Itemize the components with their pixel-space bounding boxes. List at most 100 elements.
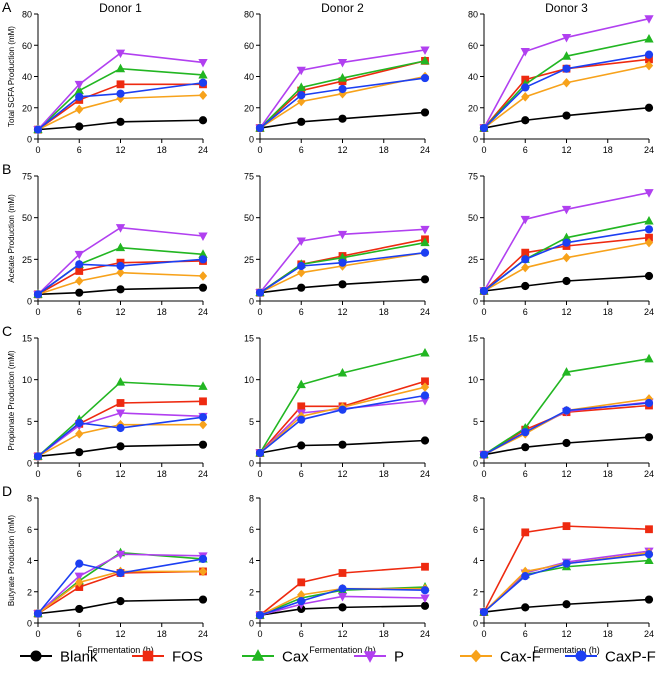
data-point	[562, 252, 571, 263]
series-caxp-f	[255, 391, 430, 458]
series-line	[37, 286, 204, 296]
x-tick-label: 12	[561, 145, 571, 155]
y-tick-label: 6	[249, 525, 254, 535]
series-caxp-f	[479, 225, 654, 296]
data-point	[479, 607, 489, 617]
data-point	[561, 205, 572, 215]
series-caxp-f	[33, 255, 208, 299]
series-caxp-f	[255, 73, 430, 133]
series-line	[483, 64, 650, 129]
data-point	[338, 84, 347, 94]
y-tick-label: 15	[468, 334, 478, 344]
data-point	[420, 225, 430, 235]
x-tick-label: 24	[644, 469, 654, 479]
y-axis-label: Total SCFA Production (mM)	[7, 26, 16, 127]
y-tick-label: 6	[27, 525, 32, 535]
series-line	[483, 241, 650, 292]
panel-C-2: 0 5 10 15 0 6 12 18 24	[244, 334, 430, 480]
series-line	[37, 558, 204, 615]
series-caxp-f	[479, 550, 654, 617]
data-point	[521, 443, 530, 452]
legend-marker	[251, 649, 265, 661]
data-point	[296, 82, 306, 91]
data-point	[198, 58, 208, 68]
series-line	[259, 399, 426, 454]
x-tick-label: 18	[603, 469, 613, 479]
legend-item-fos: FOS	[132, 649, 203, 666]
data-point	[521, 83, 530, 92]
series-line	[259, 439, 426, 454]
series-cax	[33, 63, 208, 134]
data-point	[116, 442, 125, 451]
data-point	[198, 116, 208, 125]
data-point	[75, 104, 84, 115]
data-point	[198, 271, 208, 281]
x-tick-label: 24	[420, 145, 430, 155]
y-tick-label: 25	[244, 255, 254, 265]
x-tick-label: 12	[115, 469, 125, 479]
data-point	[645, 525, 653, 534]
y-tick-label: 15	[22, 334, 32, 344]
data-point	[75, 288, 84, 297]
series-p	[255, 225, 430, 298]
series-line	[37, 412, 204, 457]
x-tick-label: 6	[77, 307, 82, 317]
data-point	[420, 436, 430, 445]
series-line	[37, 94, 204, 131]
data-point	[297, 267, 306, 278]
data-point	[255, 288, 265, 297]
data-point	[296, 379, 306, 389]
donor-title-3: Donor 3	[545, 1, 588, 15]
x-tick-label: 12	[115, 145, 125, 155]
series-line	[37, 553, 204, 615]
data-point	[521, 255, 530, 264]
y-tick-label: 80	[468, 10, 478, 20]
x-tick-label: 18	[157, 145, 167, 155]
panel-B-1: 0 25 50 75 0 6 12 18 24 Acetate Production (mM)	[7, 172, 208, 318]
series-line	[259, 394, 426, 454]
data-point	[420, 248, 430, 257]
y-tick-label: 8	[473, 494, 478, 504]
data-point	[420, 237, 430, 247]
donor-title-2: Donor 2	[321, 1, 364, 15]
series-caxp-f	[255, 584, 430, 620]
data-point	[255, 123, 265, 133]
x-tick-label: 0	[481, 629, 486, 639]
series-blank	[33, 283, 208, 299]
x-tick-label: 0	[35, 629, 40, 639]
series-line	[37, 67, 204, 131]
data-point	[338, 569, 347, 577]
series-line	[37, 570, 204, 615]
y-tick-label: 40	[22, 72, 32, 82]
x-tick-label: 0	[257, 629, 262, 639]
data-point	[116, 261, 125, 271]
y-axis-label: Butyrate Production (mM)	[7, 515, 16, 606]
series-line	[483, 106, 650, 129]
y-tick-label: 75	[468, 172, 478, 182]
data-point	[562, 111, 571, 120]
x-tick-label: 6	[523, 145, 528, 155]
data-point	[338, 440, 347, 449]
series-line	[37, 381, 204, 457]
data-point	[562, 64, 571, 73]
y-tick-label: 20	[22, 103, 32, 113]
y-tick-label: 50	[22, 213, 32, 223]
y-tick-label: 0	[473, 135, 478, 145]
data-point	[115, 224, 126, 233]
x-tick-label: 12	[337, 145, 347, 155]
series-line	[483, 358, 650, 456]
series-line	[37, 81, 204, 131]
x-tick-label: 6	[77, 629, 82, 639]
x-tick-label: 12	[561, 469, 571, 479]
data-point	[297, 91, 306, 100]
x-axis-label: Fermentation (h)	[87, 645, 154, 655]
data-point	[74, 80, 84, 90]
legend-item-cax: Cax	[242, 649, 309, 666]
data-point	[198, 78, 208, 87]
y-tick-label: 0	[473, 619, 478, 629]
series-line	[37, 119, 204, 131]
x-tick-label: 6	[77, 469, 82, 479]
data-point	[75, 122, 84, 131]
panel-C-3: 0 5 10 15 0 6 12 18 24	[468, 334, 654, 480]
